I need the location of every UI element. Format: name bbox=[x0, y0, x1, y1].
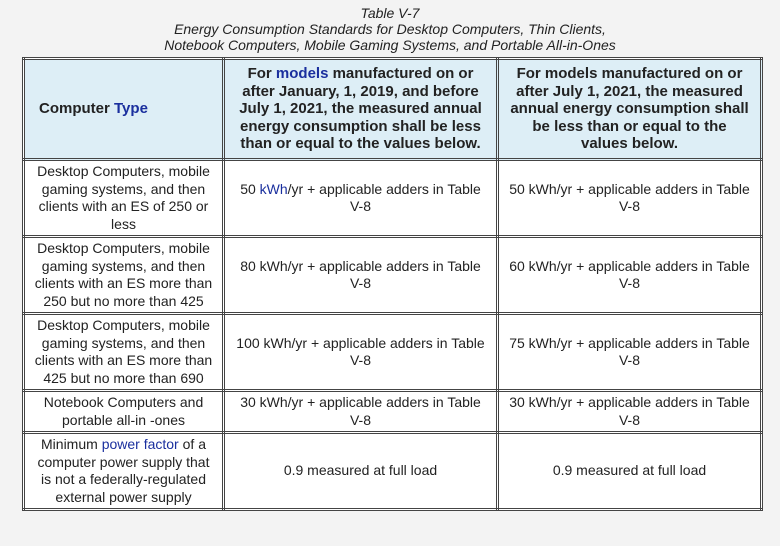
table-cell: 75 kWh/yr + applicable adders in Table V… bbox=[496, 312, 763, 392]
header-cell: For models manufactured on or after July… bbox=[496, 57, 763, 161]
table-cell: 0.9 measured at full load bbox=[222, 431, 499, 511]
table-cell: 50 kWh/yr + applicable adders in Table V… bbox=[222, 158, 499, 238]
text: Minimum bbox=[41, 436, 102, 452]
table-row: Desktop Computers, mobile gaming systems… bbox=[22, 158, 763, 238]
link[interactable]: power factor bbox=[101, 436, 179, 452]
table-cell: 80 kWh/yr + applicable adders in Table V… bbox=[222, 235, 499, 315]
table-cell: Notebook Computers and portable all-in -… bbox=[22, 389, 225, 434]
table-title: Notebook Computers, Mobile Gaming System… bbox=[164, 37, 616, 53]
text: Computer bbox=[39, 100, 110, 118]
text: /yr + applicable adders in Table V-8 bbox=[287, 180, 481, 215]
standards-table: Computer Type For models manufactured on … bbox=[22, 57, 763, 511]
header-cell: For models manufactured on or after Janu… bbox=[222, 57, 499, 161]
text: manufactured on or after January, 1, 201… bbox=[239, 65, 482, 153]
table-cell: 30 kWh/yr + applicable adders in Table V… bbox=[222, 389, 499, 434]
table-row: Desktop Computers, mobile gaming systems… bbox=[22, 235, 763, 315]
link[interactable]: kWh bbox=[259, 180, 288, 197]
caption: Table V-7 Energy Consumption Standards fo… bbox=[0, 0, 780, 53]
table-row: Notebook Computers and portable all-in -… bbox=[22, 389, 763, 434]
table-row: Desktop Computers, mobile gaming systems… bbox=[22, 312, 763, 392]
table-cell: 60 kWh/yr + applicable adders in Table V… bbox=[496, 235, 763, 315]
link[interactable]: models bbox=[275, 65, 329, 83]
table-cell: Desktop Computers, mobile gaming systems… bbox=[22, 158, 225, 238]
text: 50 bbox=[240, 180, 260, 197]
table-row: Minimum power factor of a computer power… bbox=[22, 431, 763, 511]
table-cell: Desktop Computers, mobile gaming systems… bbox=[22, 312, 225, 392]
header-row: Computer Type For models manufactured on … bbox=[22, 57, 763, 161]
table-cell: 30 kWh/yr + applicable adders in Table V… bbox=[496, 389, 763, 434]
header-cell: Computer Type bbox=[22, 57, 225, 161]
link[interactable]: Type bbox=[109, 100, 148, 118]
text: of a computer power supply that is not a… bbox=[37, 436, 210, 505]
table-title: Energy Consumption Standards for Desktop… bbox=[174, 21, 606, 37]
table-body: Desktop Computers, mobile gaming systems… bbox=[22, 158, 763, 511]
table-cell: 0.9 measured at full load bbox=[496, 431, 763, 511]
table-number: Table V-7 bbox=[360, 5, 420, 21]
table-cell: 100 kWh/yr + applicable adders in Table … bbox=[222, 312, 499, 392]
table-cell: Desktop Computers, mobile gaming systems… bbox=[22, 235, 225, 315]
table-cell: Minimum power factor of a computer power… bbox=[22, 431, 225, 511]
table-cell: 50 kWh/yr + applicable adders in Table V… bbox=[496, 158, 763, 238]
text: For bbox=[247, 65, 276, 83]
